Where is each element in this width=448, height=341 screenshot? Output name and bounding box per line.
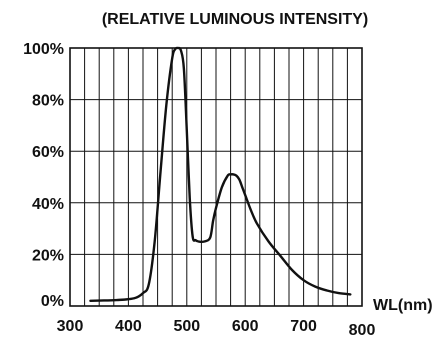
- x-tick-label: 700: [290, 318, 317, 335]
- plot-frame: [69, 47, 363, 307]
- y-tick-label: 20%: [32, 247, 64, 264]
- x-tick-labels: 300 400 500 600 700 800: [57, 318, 376, 339]
- x-tick-label: 800: [349, 322, 376, 339]
- x-axis-label: WL(nm): [373, 297, 433, 314]
- y-tick-labels: 0% 20% 40% 60% 80% 100%: [23, 41, 64, 310]
- x-tick-label: 600: [232, 318, 259, 335]
- x-tick-label: 300: [57, 318, 84, 335]
- y-tick-label: 80%: [32, 93, 64, 110]
- y-tick-label: 40%: [32, 196, 64, 213]
- y-tick-label: 60%: [32, 144, 64, 161]
- chart-grid: [70, 48, 362, 306]
- chart-title: (RELATIVE LUMINOUS INTENSITY): [102, 11, 368, 28]
- y-tick-label: 0%: [41, 293, 64, 310]
- x-tick-label: 400: [115, 318, 142, 335]
- x-tick-label: 500: [173, 318, 200, 335]
- series-line: [89, 46, 352, 303]
- y-tick-label: 100%: [23, 41, 64, 58]
